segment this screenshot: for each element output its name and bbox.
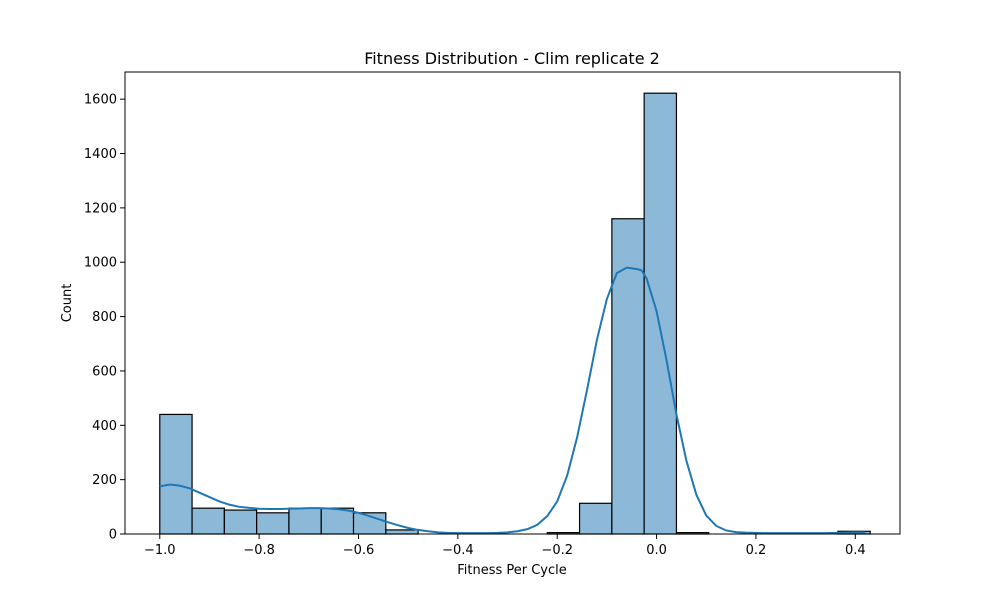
histogram-bar [223, 509, 258, 535]
y-axis: 0 200 400 600 800 1000 1200 1400 1600 [84, 93, 125, 543]
x-tick-label: 0.2 [746, 543, 767, 558]
x-axis-label: Fitness Per Cycle [457, 563, 567, 578]
y-tick-label: 1600 [84, 93, 117, 108]
x-tick-label: −0.2 [541, 543, 573, 558]
histogram-bar [578, 502, 613, 535]
y-tick-label: 0 [109, 528, 117, 543]
x-tick-label: −1.0 [144, 543, 176, 558]
y-tick-label: 1000 [84, 256, 117, 271]
y-axis-label: Count [60, 284, 75, 323]
chart-title: Fitness Distribution - Clim replicate 2 [364, 49, 660, 68]
y-tick-label: 600 [92, 364, 117, 379]
histogram-bar [256, 512, 290, 535]
histogram-bar [320, 507, 355, 535]
histogram-bar [385, 529, 419, 535]
x-tick-label: −0.4 [442, 543, 474, 558]
histogram-bar [611, 218, 645, 535]
x-tick-label: 0.0 [646, 543, 667, 558]
y-tick-label: 1400 [84, 147, 117, 162]
kde-curve [159, 266, 866, 535]
y-tick-label: 1200 [84, 201, 117, 216]
y-tick-label: 800 [92, 310, 117, 325]
histogram-bars [159, 92, 871, 535]
plot-frame [124, 71, 901, 535]
x-tick-label: −0.8 [243, 543, 275, 558]
x-tick-label: 0.4 [845, 543, 866, 558]
y-tick-label: 200 [92, 473, 117, 488]
histogram-bar [288, 507, 322, 535]
x-axis: −1.0 −0.8 −0.6 −0.4 −0.2 0.0 0.2 0.4 [144, 534, 866, 558]
histogram-bar [191, 507, 225, 535]
histogram-bar [643, 92, 678, 535]
histogram-bar [159, 413, 193, 535]
y-tick-label: 400 [92, 419, 117, 434]
x-tick-label: −0.6 [343, 543, 375, 558]
